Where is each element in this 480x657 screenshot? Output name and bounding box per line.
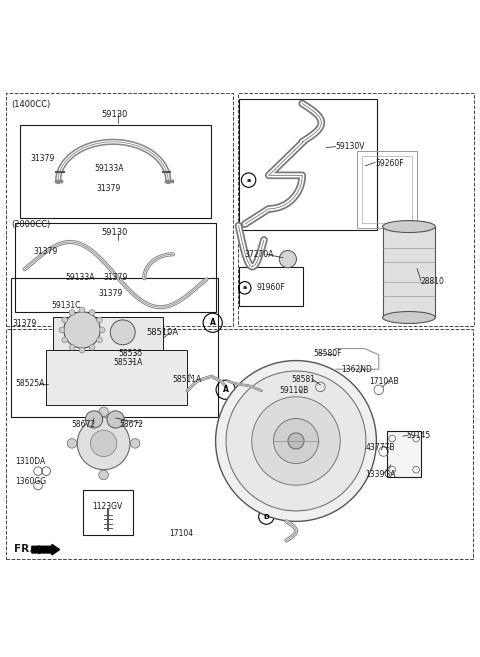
Ellipse shape xyxy=(383,221,435,233)
Text: FR.: FR. xyxy=(14,543,34,554)
Ellipse shape xyxy=(383,311,435,323)
Text: 28810: 28810 xyxy=(421,277,445,286)
Circle shape xyxy=(69,309,75,315)
Text: (1400CC): (1400CC) xyxy=(11,100,50,109)
Circle shape xyxy=(288,433,304,449)
Bar xyxy=(238,93,474,326)
Text: 59130: 59130 xyxy=(101,110,128,118)
Circle shape xyxy=(107,411,124,428)
Text: 17104: 17104 xyxy=(169,529,194,538)
Text: 37270A: 37270A xyxy=(245,250,274,259)
Circle shape xyxy=(85,411,103,428)
Circle shape xyxy=(89,309,95,315)
Circle shape xyxy=(59,327,65,333)
Text: 59131C: 59131C xyxy=(51,301,80,310)
Text: 31379: 31379 xyxy=(30,154,55,163)
Text: 58672: 58672 xyxy=(71,420,95,429)
Circle shape xyxy=(62,317,68,323)
Text: 1710AB: 1710AB xyxy=(369,376,399,386)
Text: 43777B: 43777B xyxy=(365,443,395,452)
Bar xyxy=(46,350,187,405)
Circle shape xyxy=(99,327,105,333)
Text: A: A xyxy=(223,385,228,394)
Text: 58525A: 58525A xyxy=(15,379,45,388)
Circle shape xyxy=(90,430,117,457)
Text: 59145: 59145 xyxy=(407,431,431,440)
Text: D: D xyxy=(264,514,269,520)
Text: 58531A: 58531A xyxy=(113,357,143,367)
Text: 59133A: 59133A xyxy=(94,164,123,173)
Text: a: a xyxy=(247,177,251,183)
Text: 59130: 59130 xyxy=(101,228,128,237)
Text: a: a xyxy=(243,285,247,290)
Text: 59260F: 59260F xyxy=(375,159,404,168)
Circle shape xyxy=(274,419,319,463)
Bar xyxy=(239,267,303,306)
Circle shape xyxy=(89,344,95,350)
Circle shape xyxy=(79,347,85,353)
Bar xyxy=(11,279,218,417)
Circle shape xyxy=(110,320,135,345)
Bar xyxy=(383,227,435,317)
Circle shape xyxy=(62,337,68,343)
Text: A: A xyxy=(210,318,216,327)
Bar xyxy=(53,317,163,350)
Bar xyxy=(6,329,473,559)
Text: 1339GA: 1339GA xyxy=(365,470,396,479)
Circle shape xyxy=(99,407,108,417)
Text: 1123GV: 1123GV xyxy=(93,502,123,511)
Text: 58535: 58535 xyxy=(118,350,142,358)
Text: 31379: 31379 xyxy=(104,273,128,282)
Text: 59130V: 59130V xyxy=(336,142,365,151)
Text: 59110B: 59110B xyxy=(279,386,309,396)
Circle shape xyxy=(69,344,75,350)
Text: 31379: 31379 xyxy=(96,184,120,193)
Text: 1310DA: 1310DA xyxy=(15,457,45,466)
Text: 31379: 31379 xyxy=(33,248,58,256)
FancyArrow shape xyxy=(32,545,60,555)
Circle shape xyxy=(226,371,366,511)
Circle shape xyxy=(77,417,130,470)
Text: 31379: 31379 xyxy=(99,289,123,298)
Text: 58580F: 58580F xyxy=(313,350,342,358)
Bar xyxy=(357,151,417,228)
Bar xyxy=(6,93,233,326)
Circle shape xyxy=(67,439,77,448)
Text: 91960F: 91960F xyxy=(257,283,286,292)
Circle shape xyxy=(99,470,108,480)
Bar xyxy=(15,223,216,312)
Bar xyxy=(83,489,133,535)
Text: 1360GG: 1360GG xyxy=(15,477,46,486)
Text: 31379: 31379 xyxy=(12,319,37,328)
Text: 58511A: 58511A xyxy=(172,375,201,384)
Text: 58581: 58581 xyxy=(292,375,316,384)
Circle shape xyxy=(64,312,100,348)
Circle shape xyxy=(96,337,102,343)
Bar xyxy=(20,125,211,218)
Text: 1362ND: 1362ND xyxy=(341,365,372,374)
Bar xyxy=(362,156,412,223)
Circle shape xyxy=(131,439,140,448)
Circle shape xyxy=(216,361,376,522)
Text: 59133A: 59133A xyxy=(65,273,95,282)
Bar xyxy=(387,432,421,477)
Circle shape xyxy=(252,397,340,486)
Circle shape xyxy=(279,250,297,267)
Circle shape xyxy=(79,307,85,313)
Bar xyxy=(239,99,377,231)
Text: 58672: 58672 xyxy=(120,420,144,429)
Text: (2000CC): (2000CC) xyxy=(11,219,50,229)
Circle shape xyxy=(96,317,102,323)
Text: 58510A: 58510A xyxy=(147,328,179,337)
